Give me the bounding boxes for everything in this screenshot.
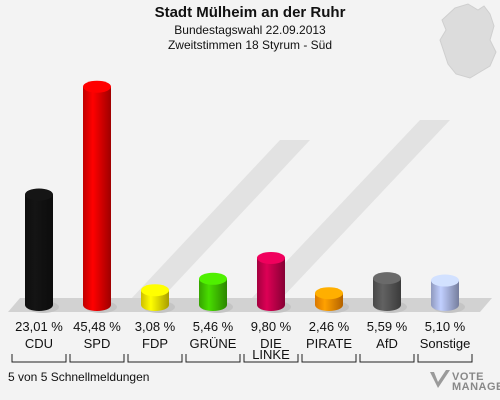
value-label: 3,08 %: [135, 319, 176, 334]
value-label: 5,10 %: [425, 319, 466, 334]
chart-title: Stadt Mülheim an der Ruhr: [154, 4, 346, 21]
category-label: SPD: [84, 336, 111, 351]
category-bracket: [69, 354, 125, 363]
bar-grüne: [199, 272, 233, 313]
category-label: FDP: [142, 336, 168, 351]
bar-afd: [373, 272, 407, 313]
status-footer: 5 von 5 Schnellmeldungen: [8, 370, 150, 384]
bar-sonstige: [431, 274, 465, 313]
chart-subtitle-district: Zweitstimmen 18 Styrum - Süd: [167, 38, 333, 52]
value-label: 2,46 %: [309, 319, 350, 334]
category-bracket: [127, 354, 183, 363]
value-label: 5,59 %: [367, 319, 408, 334]
value-label: 45,48 %: [73, 319, 121, 334]
category-label: DIE LINKE: [252, 336, 290, 362]
bar-spd: [83, 80, 117, 313]
bar-pirate: [315, 287, 349, 313]
category-label: PIRATE: [306, 336, 352, 351]
category-bracket: [243, 354, 299, 363]
value-label: 9,80 %: [251, 319, 292, 334]
background-watermark: [130, 120, 450, 300]
category-label: Sonstige: [420, 336, 471, 351]
vote-manager-logo: VOTE MANAGER: [452, 371, 500, 393]
germany-map-icon: [439, 3, 497, 79]
category-bracket: [185, 354, 241, 363]
category-bracket: [359, 354, 415, 363]
bar-die-linke: [257, 251, 291, 313]
value-label: 5,46 %: [193, 319, 234, 334]
chart-subtitle-election: Bundestagswahl 22.09.2013: [174, 23, 326, 37]
chart-floor: [8, 298, 492, 312]
bar-cdu: [25, 188, 59, 313]
category-bracket: [11, 354, 67, 363]
vote-manager-logo-icon: [430, 370, 450, 388]
bar-fdp: [141, 284, 175, 313]
category-bracket: [417, 354, 473, 363]
category-label: AfD: [376, 336, 398, 351]
logo-line-manager: MANAGER: [452, 381, 500, 393]
category-bracket: [301, 354, 357, 363]
logo-line-vote: VOTE: [452, 371, 484, 383]
value-label: 23,01 %: [15, 319, 63, 334]
category-label: CDU: [25, 336, 53, 351]
category-label: GRÜNE: [190, 336, 237, 351]
